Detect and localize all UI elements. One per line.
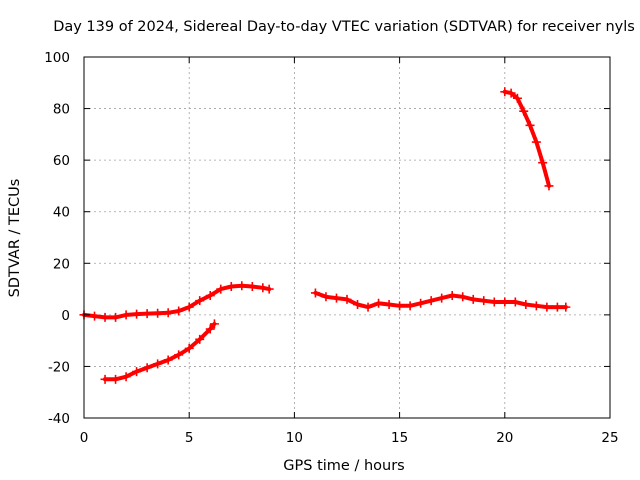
data-point bbox=[506, 88, 516, 98]
data-point bbox=[264, 284, 274, 294]
y-tick-label: 100 bbox=[44, 50, 70, 66]
data-point bbox=[132, 367, 142, 377]
data-point bbox=[542, 302, 552, 312]
data-point bbox=[121, 372, 131, 382]
y-tick-label: 40 bbox=[53, 205, 70, 221]
data-point bbox=[237, 281, 247, 291]
data-point bbox=[163, 355, 173, 365]
y-axis-title: SDTVAR / TECUs bbox=[7, 179, 23, 298]
data-point bbox=[416, 298, 426, 308]
data-point bbox=[205, 324, 215, 334]
data-point bbox=[247, 281, 257, 291]
y-tick-label: 20 bbox=[53, 256, 70, 272]
series-segment-3 bbox=[310, 288, 571, 312]
data-point bbox=[321, 292, 331, 302]
y-tick-label: 80 bbox=[53, 102, 70, 118]
data-point bbox=[142, 363, 152, 373]
data-point bbox=[426, 296, 436, 306]
data-point bbox=[226, 281, 236, 291]
data-point bbox=[374, 298, 384, 308]
data-point bbox=[363, 302, 373, 312]
data-point bbox=[552, 302, 562, 312]
data-point bbox=[111, 312, 121, 322]
data-point bbox=[384, 300, 394, 310]
data-point bbox=[500, 87, 510, 97]
data-point bbox=[512, 93, 522, 103]
data-point bbox=[447, 291, 457, 301]
data-point bbox=[458, 292, 468, 302]
x-tick-label: 5 bbox=[185, 430, 194, 446]
data-point bbox=[142, 309, 152, 319]
data-point bbox=[258, 283, 268, 293]
data-point bbox=[342, 294, 352, 304]
data-point bbox=[132, 309, 142, 319]
data-point bbox=[209, 319, 219, 329]
data-point bbox=[561, 302, 571, 312]
data-point bbox=[538, 158, 548, 168]
data-point bbox=[531, 301, 541, 311]
data-point bbox=[163, 308, 173, 318]
data-point bbox=[216, 284, 226, 294]
y-tick-label: 60 bbox=[53, 153, 70, 169]
data-point bbox=[174, 350, 184, 360]
x-axis-title: GPS time / hours bbox=[283, 458, 404, 474]
data-point bbox=[544, 181, 554, 191]
x-tick-label: 15 bbox=[391, 430, 408, 446]
data-point bbox=[395, 301, 405, 311]
data-point bbox=[531, 137, 541, 147]
grid bbox=[84, 57, 610, 418]
y-tick-label: -20 bbox=[48, 359, 70, 375]
x-tick-label: 10 bbox=[286, 430, 303, 446]
data-point bbox=[510, 297, 520, 307]
data-point bbox=[195, 296, 205, 306]
plot-frame bbox=[83, 56, 611, 419]
data-point bbox=[205, 291, 215, 301]
x-tick-label: 0 bbox=[80, 430, 89, 446]
data-point bbox=[195, 334, 205, 344]
data-point bbox=[153, 359, 163, 369]
ticks: 0 5 10 15 20 25 -40 -20 0 20 40 60 80 100 bbox=[44, 50, 618, 446]
series-segment-2 bbox=[100, 319, 219, 384]
data-point bbox=[525, 120, 535, 130]
data-point bbox=[519, 106, 529, 116]
data-point bbox=[310, 288, 320, 298]
chart-title: Day 139 of 2024, Sidereal Day-to-day VTE… bbox=[53, 19, 635, 35]
data-point bbox=[468, 294, 478, 304]
data-point bbox=[174, 306, 184, 316]
data-point bbox=[184, 343, 194, 353]
data-point bbox=[521, 300, 531, 310]
x-tick-label: 20 bbox=[496, 430, 513, 446]
y-tick-label: -40 bbox=[48, 411, 70, 427]
x-tick-label: 25 bbox=[601, 430, 618, 446]
series-segment-1 bbox=[79, 281, 274, 322]
data-point bbox=[153, 308, 163, 318]
data-point bbox=[479, 296, 489, 306]
data-point bbox=[184, 302, 194, 312]
data-point bbox=[489, 297, 499, 307]
series-band bbox=[502, 89, 551, 188]
data-point bbox=[100, 312, 110, 322]
data-point bbox=[331, 293, 341, 303]
data-point bbox=[121, 310, 131, 320]
data-point bbox=[405, 301, 415, 311]
data-points bbox=[79, 87, 571, 384]
data-point bbox=[111, 374, 121, 384]
data-point bbox=[353, 300, 363, 310]
data-point bbox=[90, 311, 100, 321]
data-point bbox=[437, 293, 447, 303]
data-point bbox=[100, 374, 110, 384]
data-point bbox=[500, 297, 510, 307]
series-segment-4 bbox=[500, 87, 554, 191]
y-tick-label: 0 bbox=[61, 308, 70, 324]
